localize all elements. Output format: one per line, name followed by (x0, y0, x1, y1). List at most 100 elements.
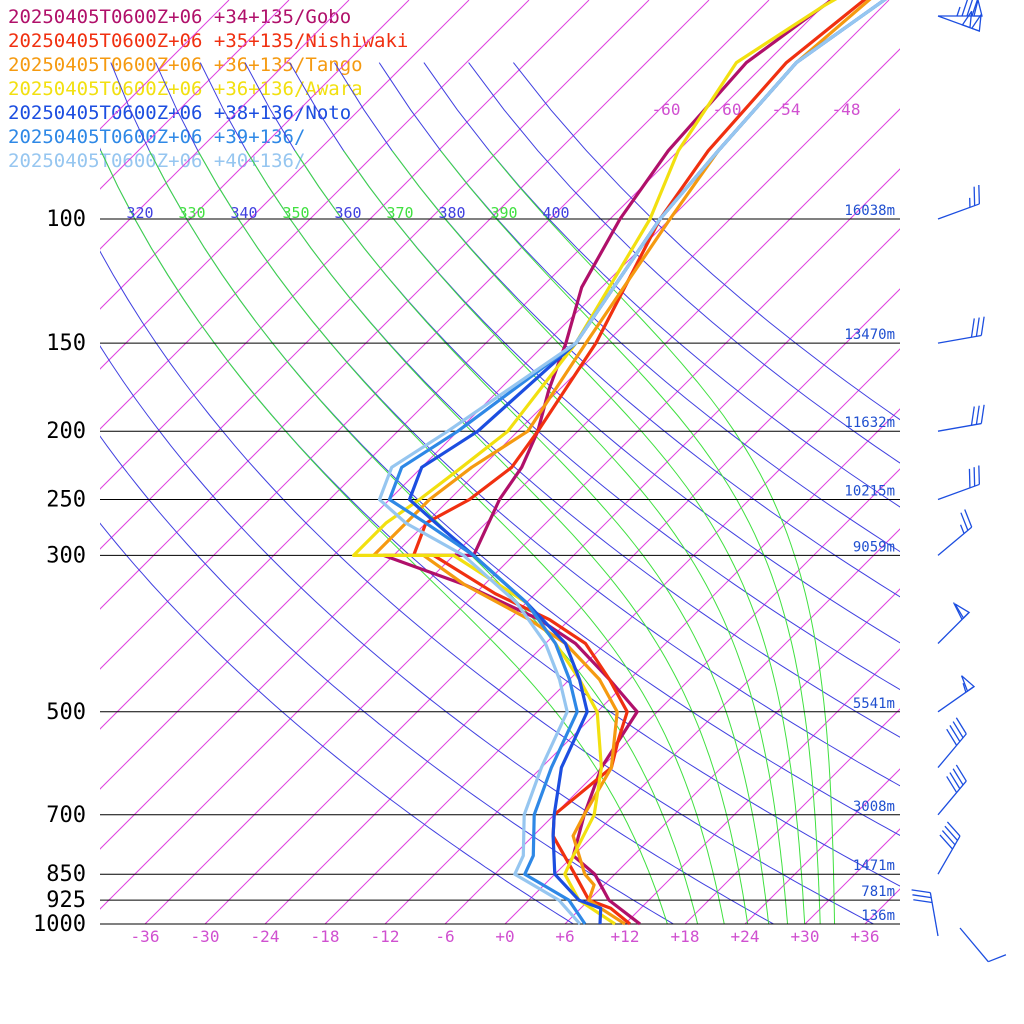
isotherm (624, 648, 900, 924)
moist-adiabat (245, 150, 749, 924)
isotherm (100, 0, 710, 610)
wind-barb-feather (952, 602, 963, 620)
isotherm (100, 0, 230, 130)
wind-barb (938, 0, 983, 17)
moist-adiabat (488, 150, 836, 924)
dry-adiabat (110, 62, 900, 836)
legend-entry: 20250405T0600Z+06 +36+135/Tango (8, 54, 363, 76)
wind-barb-flag (961, 10, 973, 29)
pressure-label: 150 (46, 331, 86, 356)
wind-barb-flag (960, 675, 976, 693)
height-label: 1471m (853, 858, 895, 874)
pressure-label: 200 (46, 419, 86, 444)
dry-adiabat (100, 435, 675, 924)
wind-barb-feather (941, 830, 956, 846)
wind-barb-feather (961, 0, 969, 17)
pressure-label: 500 (46, 700, 86, 725)
wind-barb (937, 764, 967, 816)
wind-barb-half-feather (956, 6, 961, 17)
wind-barb-feather (955, 717, 967, 735)
temperature-tick-label: +12 (611, 927, 640, 946)
theta-label: 350 (282, 204, 309, 222)
wind-barb-feather (913, 899, 933, 904)
isotherm (684, 708, 900, 924)
wind-barb-feather (973, 467, 976, 487)
wind-barb-feather (988, 954, 1007, 963)
temperature-tick-label: -12 (371, 927, 400, 946)
sounding-line (372, 0, 872, 926)
isotherm (100, 0, 470, 370)
isotherm (100, 0, 770, 670)
dry-adiabat (100, 345, 775, 924)
isotherm (100, 48, 900, 850)
legend-entry: 20250405T0600Z+06 +34+135/Gobo (8, 6, 352, 28)
height-label: 3008m (853, 799, 895, 815)
wind-barb-feather (944, 825, 958, 841)
isotherm (100, 0, 410, 310)
isotherm (144, 168, 900, 924)
wind-barb (937, 717, 967, 769)
dry-adiabat (100, 147, 900, 887)
dry-adiabat (100, 250, 875, 924)
wind-barb-feather (970, 406, 975, 426)
wind-barb (937, 465, 980, 501)
wind-barb (937, 509, 973, 556)
wind-barb-half-feather (959, 524, 965, 534)
wind-barb-feather (978, 184, 980, 204)
wind-barb-feather (968, 468, 971, 488)
dry-adiabats (100, 62, 900, 924)
moist-adiabat (391, 150, 806, 924)
theta-label: 370 (386, 204, 413, 222)
wind-barb-feather (911, 889, 931, 894)
wind-barb-feather (952, 768, 964, 786)
isotherm-label: -54 (772, 100, 801, 119)
isotherm (985, 0, 1024, 924)
isotherm (264, 288, 900, 924)
isotherm (100, 0, 830, 730)
height-label: 5541m (853, 696, 895, 712)
moist-adiabat (100, 150, 668, 924)
temperature-tick-label: -30 (191, 927, 220, 946)
height-label: 136m (861, 908, 895, 924)
wind-barb (937, 602, 971, 644)
isotherm (804, 828, 900, 924)
wind-barb-flag (954, 603, 971, 620)
wind-barb (937, 184, 980, 220)
isotherm-label: -48 (832, 100, 861, 119)
wind-barb-feather (978, 465, 980, 485)
wind-barb-half-feather (969, 197, 971, 208)
wind-barb-feather (960, 512, 969, 531)
temperature-tick-label: -24 (251, 927, 280, 946)
legend-entry: 20250405T0600Z+06 +39+136/ (8, 126, 306, 148)
isotherm-label: -60 (652, 100, 681, 119)
moist-adiabats (100, 150, 836, 924)
moist-adiabat (294, 150, 770, 924)
wind-barb-feather (980, 316, 985, 336)
theta-label: 360 (334, 204, 361, 222)
wind-barb-staff (929, 892, 939, 937)
isotherm (504, 528, 900, 924)
theta-label: 330 (178, 204, 205, 222)
legend-entry: 20250405T0600Z+06 +35+135/Nishiwaki (8, 30, 409, 52)
height-label: 11632m (844, 415, 895, 431)
isotherm (925, 0, 1024, 924)
temperature-tick-label: +6 (555, 927, 574, 946)
pressure-label: 700 (46, 803, 86, 828)
wind-barb-half-feather (962, 683, 967, 693)
dry-adiabat (155, 62, 900, 787)
isotherm (100, 0, 650, 550)
wind-barb (937, 821, 961, 875)
pressure-label: 850 (46, 862, 86, 887)
pressure-label: 925 (46, 888, 86, 913)
pressure-label: 1000 (33, 912, 86, 937)
height-label: 10215m (844, 484, 895, 500)
wind-barb-staff (937, 835, 961, 875)
isotherm-label: -60 (713, 100, 742, 119)
wind-barb-feather (970, 318, 975, 338)
temperature-tick-label: -6 (435, 927, 454, 946)
wind-barb-staff (959, 927, 989, 963)
theta-label: 390 (490, 204, 517, 222)
pressure-label: 100 (46, 207, 86, 232)
dry-adiabat (378, 62, 900, 553)
